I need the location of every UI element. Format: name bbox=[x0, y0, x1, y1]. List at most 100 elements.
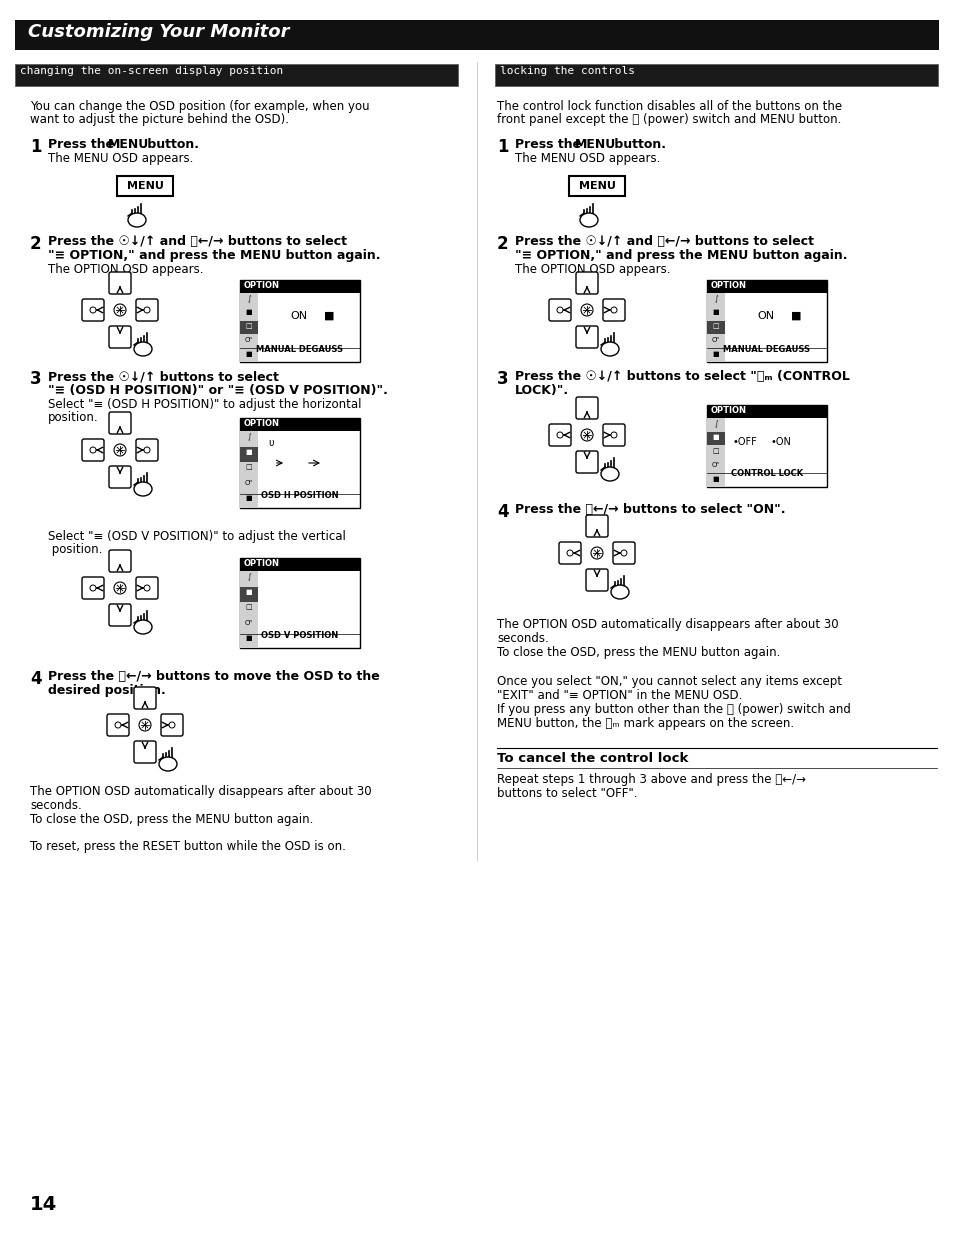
FancyBboxPatch shape bbox=[109, 412, 131, 434]
Bar bbox=[117, 176, 172, 196]
Circle shape bbox=[580, 305, 593, 316]
Circle shape bbox=[144, 448, 150, 453]
FancyBboxPatch shape bbox=[133, 741, 156, 763]
Circle shape bbox=[144, 307, 150, 313]
Text: front panel except the Ⓒ (power) switch and MENU button.: front panel except the Ⓒ (power) switch … bbox=[497, 113, 841, 126]
Bar bbox=[240, 587, 257, 602]
Text: buttons to select "OFF".: buttons to select "OFF". bbox=[497, 787, 637, 800]
Bar bbox=[240, 559, 359, 571]
Text: ■: ■ bbox=[712, 309, 719, 314]
Text: ∫: ∫ bbox=[247, 575, 251, 581]
Text: If you press any button other than the Ⓒ (power) switch and: If you press any button other than the Ⓒ… bbox=[497, 703, 850, 716]
FancyBboxPatch shape bbox=[109, 550, 131, 572]
Bar bbox=[706, 404, 826, 418]
Circle shape bbox=[566, 550, 573, 556]
FancyBboxPatch shape bbox=[576, 397, 598, 419]
Text: OPTION: OPTION bbox=[710, 281, 746, 290]
Text: •ON: •ON bbox=[770, 436, 791, 448]
Text: ON: ON bbox=[290, 311, 307, 321]
FancyBboxPatch shape bbox=[576, 326, 598, 348]
Text: Oⁿ: Oⁿ bbox=[711, 462, 720, 469]
Text: seconds.: seconds. bbox=[497, 633, 548, 645]
Text: The OPTION OSD automatically disappears after about 30: The OPTION OSD automatically disappears … bbox=[30, 785, 372, 798]
Text: ■: ■ bbox=[246, 309, 252, 314]
Ellipse shape bbox=[579, 213, 598, 227]
Text: Press the ⓞ←/→ buttons to move the OSD to the: Press the ⓞ←/→ buttons to move the OSD t… bbox=[48, 670, 379, 683]
Circle shape bbox=[610, 307, 617, 313]
FancyBboxPatch shape bbox=[136, 439, 158, 461]
Text: ■: ■ bbox=[246, 494, 252, 501]
FancyBboxPatch shape bbox=[161, 714, 183, 736]
Text: position.: position. bbox=[48, 411, 98, 424]
FancyBboxPatch shape bbox=[82, 577, 104, 599]
Text: Press the ☉↓/↑ and ⓞ←/→ buttons to select: Press the ☉↓/↑ and ⓞ←/→ buttons to selec… bbox=[48, 236, 347, 248]
FancyBboxPatch shape bbox=[82, 439, 104, 461]
Text: The control lock function disables all of the buttons on the: The control lock function disables all o… bbox=[497, 100, 841, 113]
Text: To reset, press the RESET button while the OSD is on.: To reset, press the RESET button while t… bbox=[30, 840, 346, 853]
FancyBboxPatch shape bbox=[548, 298, 571, 321]
Text: Press the ☉↓/↑ buttons to select "⒮ₘ (CONTROL: Press the ☉↓/↑ buttons to select "⒮ₘ (CO… bbox=[515, 370, 849, 383]
Text: ON: ON bbox=[757, 311, 774, 321]
Text: υ: υ bbox=[268, 438, 274, 448]
Text: MANUAL DEGAUSS: MANUAL DEGAUSS bbox=[722, 344, 810, 354]
Text: •OFF: •OFF bbox=[732, 436, 757, 448]
Ellipse shape bbox=[600, 467, 618, 481]
Bar bbox=[240, 559, 359, 649]
Text: "≡ OPTION," and press the MENU button again.: "≡ OPTION," and press the MENU button ag… bbox=[48, 249, 380, 261]
FancyBboxPatch shape bbox=[585, 515, 607, 538]
Text: MENU: MENU bbox=[127, 181, 163, 191]
Text: "≡ (OSD H POSITION)" or "≡ (OSD V POSITION)".: "≡ (OSD H POSITION)" or "≡ (OSD V POSITI… bbox=[48, 383, 388, 397]
Text: 1: 1 bbox=[497, 138, 508, 157]
Text: 3: 3 bbox=[497, 370, 508, 388]
Text: OPTION: OPTION bbox=[244, 281, 280, 290]
Text: OPTION: OPTION bbox=[244, 419, 280, 428]
Text: OSD H POSITION: OSD H POSITION bbox=[261, 491, 338, 499]
Text: ■: ■ bbox=[246, 589, 252, 596]
Text: The OPTION OSD appears.: The OPTION OSD appears. bbox=[515, 263, 670, 276]
Ellipse shape bbox=[159, 757, 177, 771]
Circle shape bbox=[90, 584, 96, 591]
Text: Press the ☉↓/↑ buttons to select: Press the ☉↓/↑ buttons to select bbox=[48, 370, 278, 383]
Bar bbox=[706, 418, 724, 487]
FancyBboxPatch shape bbox=[109, 604, 131, 626]
Circle shape bbox=[113, 582, 126, 594]
Text: Select "≡ (OSD H POSITION)" to adjust the horizontal: Select "≡ (OSD H POSITION)" to adjust th… bbox=[48, 398, 361, 411]
FancyBboxPatch shape bbox=[109, 272, 131, 293]
Text: MANUAL DEGAUSS: MANUAL DEGAUSS bbox=[256, 344, 343, 354]
Circle shape bbox=[620, 550, 626, 556]
Circle shape bbox=[90, 448, 96, 453]
Bar bbox=[15, 64, 457, 86]
Text: MENU button, the ⒮ₘ mark appears on the screen.: MENU button, the ⒮ₘ mark appears on the … bbox=[497, 718, 793, 730]
Text: ■: ■ bbox=[712, 434, 719, 440]
FancyBboxPatch shape bbox=[82, 298, 104, 321]
Ellipse shape bbox=[600, 342, 618, 356]
Text: ■: ■ bbox=[790, 311, 801, 321]
FancyBboxPatch shape bbox=[107, 714, 129, 736]
Bar bbox=[286, 455, 306, 471]
Text: want to adjust the picture behind the OSD).: want to adjust the picture behind the OS… bbox=[30, 113, 289, 126]
Ellipse shape bbox=[133, 620, 152, 634]
FancyBboxPatch shape bbox=[576, 272, 598, 293]
Text: Repeat steps 1 through 3 above and press the ⓞ←/→: Repeat steps 1 through 3 above and press… bbox=[497, 773, 805, 785]
Text: button.: button. bbox=[143, 138, 199, 150]
Text: Select "≡ (OSD V POSITION)" to adjust the vertical: Select "≡ (OSD V POSITION)" to adjust th… bbox=[48, 530, 346, 543]
Text: Oⁿ: Oⁿ bbox=[245, 337, 253, 343]
Circle shape bbox=[139, 719, 151, 731]
Text: Once you select "ON," you cannot select any items except: Once you select "ON," you cannot select … bbox=[497, 674, 841, 688]
FancyBboxPatch shape bbox=[576, 451, 598, 473]
FancyBboxPatch shape bbox=[109, 326, 131, 348]
Text: locking the controls: locking the controls bbox=[499, 67, 635, 76]
Circle shape bbox=[144, 584, 150, 591]
Text: 4: 4 bbox=[30, 670, 42, 688]
Text: 2: 2 bbox=[497, 236, 508, 253]
Ellipse shape bbox=[128, 213, 146, 227]
Text: The OPTION OSD automatically disappears after about 30: The OPTION OSD automatically disappears … bbox=[497, 618, 838, 631]
Bar bbox=[240, 448, 257, 462]
Text: Press the ⓞ←/→ buttons to select "ON".: Press the ⓞ←/→ buttons to select "ON". bbox=[515, 503, 784, 515]
Text: 14: 14 bbox=[30, 1195, 57, 1215]
Text: OPTION: OPTION bbox=[710, 406, 746, 416]
Circle shape bbox=[169, 723, 174, 727]
Text: MENU: MENU bbox=[578, 181, 615, 191]
Text: MENU: MENU bbox=[575, 138, 616, 150]
Text: □: □ bbox=[246, 604, 252, 610]
